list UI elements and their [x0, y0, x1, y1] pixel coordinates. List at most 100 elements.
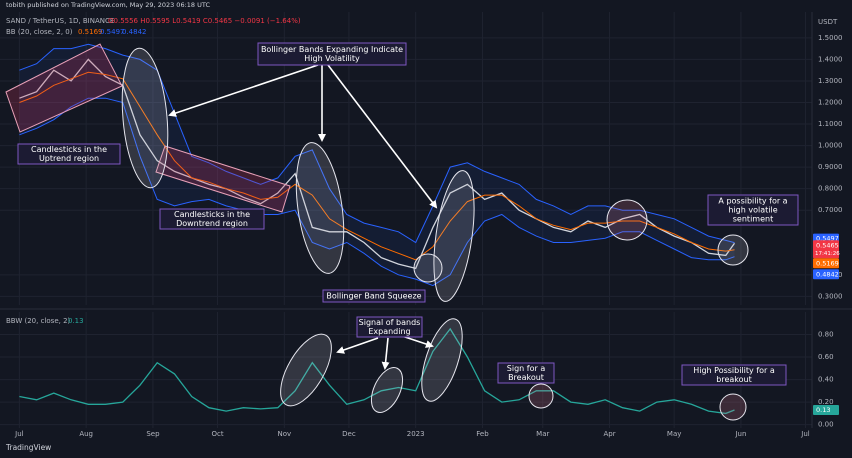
highlight-ellipse	[433, 170, 475, 302]
annotation-text: Signal of bands	[359, 318, 421, 327]
annotation-text: A possibility for a	[718, 197, 787, 206]
annotation-text: high volatile	[728, 206, 777, 215]
annotation-box	[322, 289, 426, 303]
publisher: tobith published on TradingView.com, May…	[6, 1, 210, 9]
series-line	[19, 43, 735, 244]
y-tick-label: 0.80	[818, 331, 834, 339]
grid: 1.5000 1.4000 1.3000 1.2000 1.1000 1.0000 0.90…	[0, 12, 843, 438]
x-tick-label: Oct	[211, 430, 223, 438]
annotation-text: Candlesticks in the	[31, 145, 107, 154]
highlight-ellipse	[370, 367, 404, 413]
price-badge-label: 0.5169	[816, 259, 839, 267]
highlight-ellipse	[121, 47, 169, 189]
x-tick-label: Feb	[476, 430, 489, 438]
y-tick-label: 1.0000	[818, 142, 843, 150]
highlight-circle	[717, 234, 749, 266]
y-tick-label: 0.8000	[818, 185, 843, 193]
x-tick-label: Nov	[277, 430, 291, 438]
highlight-circle	[606, 199, 648, 241]
annotation-box	[159, 208, 265, 230]
y-tick-label: 0.7000	[818, 206, 843, 214]
y-tick-label: 1.3000	[818, 77, 843, 85]
series-line	[19, 97, 735, 287]
annotation-text: Expanding	[368, 327, 410, 336]
x-tick-label: Aug	[79, 430, 93, 438]
band-fill	[19, 44, 735, 286]
price-badge-label: 0.5465	[816, 241, 839, 249]
x-tick-label: 2023	[407, 430, 425, 438]
x-tick-label: Jul	[800, 430, 810, 438]
arrow	[336, 337, 379, 354]
annotation-text: Bollinger Band Squeeze	[326, 292, 421, 301]
arrow	[168, 64, 319, 117]
annotation-text: Downtrend region	[176, 219, 248, 228]
price-badge	[813, 269, 839, 280]
bb-label: BB (20, close, 2, 0)	[6, 28, 73, 36]
y-tick-label: 0.40	[818, 376, 834, 384]
countdown: 17:41:26	[815, 251, 840, 257]
bbw-label: BBW (20, close, 2)	[6, 317, 71, 325]
y-tick-label: 0.20	[818, 398, 834, 406]
x-tick-label: Jun	[734, 430, 746, 438]
price-badge-label: 0.13	[816, 406, 830, 414]
highlight-ellipse	[295, 142, 345, 274]
y-tick-label: 0.00	[818, 421, 834, 429]
annotation-text: High Possibility for a	[693, 366, 775, 375]
annotation-text: Sign for a	[507, 364, 546, 373]
price-badge	[813, 240, 839, 259]
annotation-text: Candlesticks in the	[174, 210, 250, 219]
annotation-box	[707, 194, 799, 226]
x-tick-label: Mar	[536, 430, 549, 438]
annotation-box	[17, 143, 121, 165]
x-tick-label: Dec	[342, 430, 356, 438]
highlight-circle	[719, 393, 747, 421]
annotation-box	[497, 362, 555, 384]
bb-upper-value: 0.5497	[100, 28, 125, 36]
highlight-circle	[413, 253, 443, 283]
annotation-text: sentiment	[733, 215, 773, 224]
x-tick-label: Jul	[14, 430, 24, 438]
y-tick-label: 1.1000	[818, 120, 843, 128]
plots	[19, 43, 736, 415]
y-tick-label: 1.5000	[818, 34, 843, 42]
series-line	[19, 71, 735, 261]
x-tick-label: Sep	[146, 430, 160, 438]
currency: USDT	[818, 18, 838, 26]
annotation-text: breakout	[716, 375, 751, 384]
highlight-ellipse	[421, 318, 463, 402]
annotation-text: High Volatility	[304, 54, 360, 63]
ohlc: O0.5556 H0.5595 L0.5419 C0.5465 −0.0091 …	[108, 17, 301, 25]
series-line	[19, 327, 735, 415]
y-tick-label: 1.2000	[818, 98, 843, 106]
downtrend-box	[155, 145, 291, 213]
arrow	[401, 335, 434, 348]
annotation-text: Bollinger Bands Expanding Indicate	[261, 45, 403, 54]
annotation-box	[257, 42, 407, 66]
y-tick-label: 0.60	[818, 353, 834, 361]
bbw-value: 0.13	[68, 317, 84, 325]
highlights	[5, 43, 749, 421]
y-tick-label: 0.9000	[818, 163, 843, 171]
price-badge-label: 0.5497	[816, 235, 839, 243]
price-badge	[813, 258, 839, 269]
arrow	[381, 337, 390, 370]
annotation-text: Breakout	[508, 373, 544, 382]
symbol: SAND / TetherUS, 1D, BINANCE	[6, 17, 114, 25]
logo: TradingView	[5, 443, 51, 452]
arrows	[168, 64, 438, 370]
x-tick-label: May	[667, 430, 681, 438]
bb-basis-value: 0.5169	[78, 28, 103, 36]
annotation-box	[356, 316, 423, 338]
y-tick-label: 0.3000	[818, 292, 843, 300]
uptrend-box	[5, 43, 123, 133]
arrow	[327, 64, 438, 209]
highlight-ellipse	[280, 333, 332, 407]
x-tick-label: Apr	[603, 430, 615, 438]
price-badge	[813, 404, 839, 415]
annotation-box	[681, 364, 787, 386]
price-badge-label: 0.4842	[816, 270, 839, 278]
y-tick-label: 1.4000	[818, 55, 843, 63]
